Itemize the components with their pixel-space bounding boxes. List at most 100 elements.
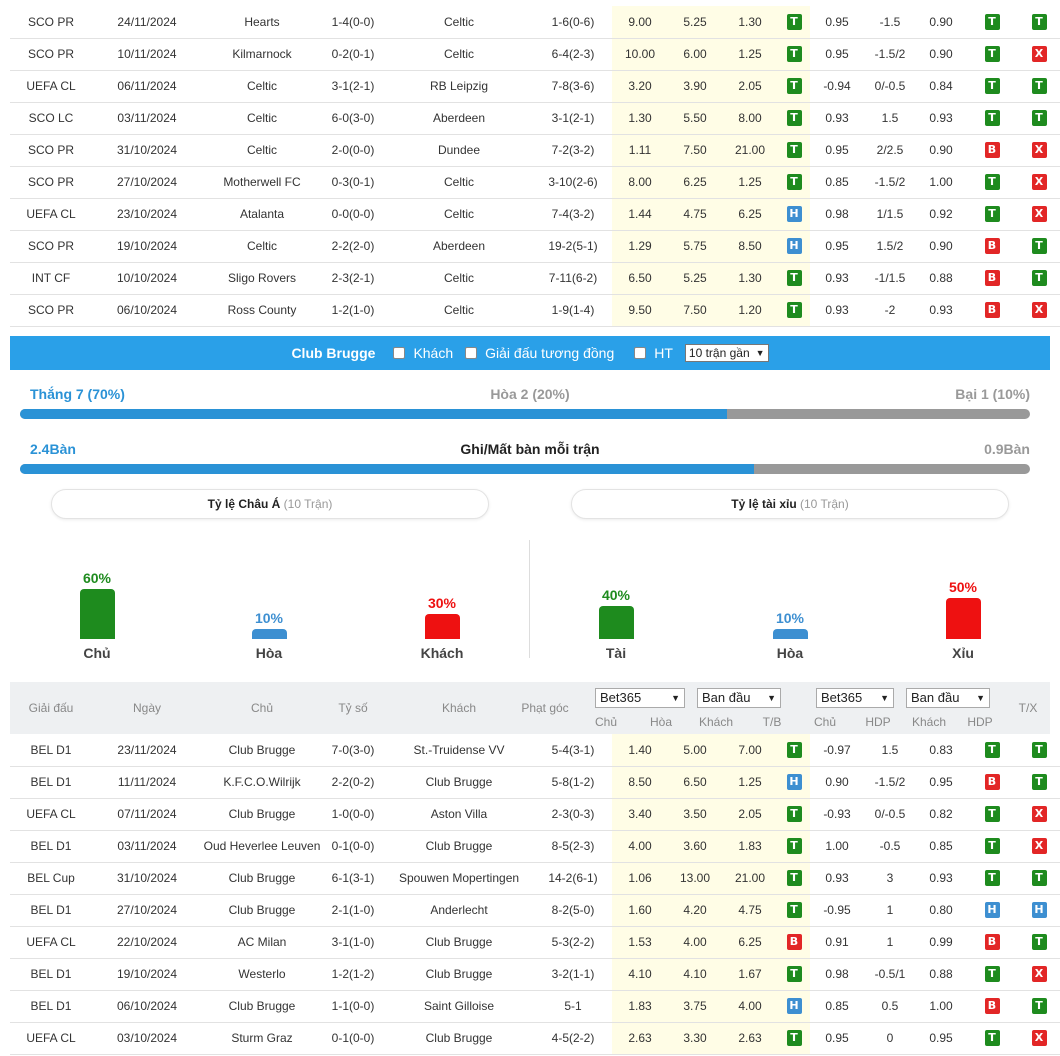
score-cell[interactable]: 6-1(3-1) [322,862,384,895]
header-corners: Phạt góc [521,701,569,715]
score-cell[interactable]: 1-4(0-0) [322,6,384,39]
score-cell[interactable]: 0-1(0-0) [322,1022,384,1055]
corners-cell: 6-4(2-3) [534,38,612,71]
league-cell[interactable]: SCO PR [10,38,92,71]
goals-ratio-bar [20,464,1030,474]
match-count-value: 10 trận gần [688,346,750,360]
home-team[interactable]: Club Brugge [202,990,322,1023]
table-row: SCO PR 10/11/2024 Kilmarnock 0-2(0-1) Celtic… [10,38,1060,71]
away-team[interactable]: Celtic [384,262,534,295]
result-badge-2: T [966,166,1018,199]
league-cell[interactable]: UEFA CL [10,798,92,831]
score-cell[interactable]: 2-3(2-1) [322,262,384,295]
league-cell[interactable]: SCO PR [10,134,92,167]
league-cell[interactable]: BEL D1 [10,766,92,799]
score-cell[interactable]: 2-0(0-0) [322,134,384,167]
result-badge: T [786,966,802,982]
score-cell[interactable]: 1-2(1-2) [322,958,384,991]
handicap-away: 0.95 [916,1022,966,1055]
away-team[interactable]: Celtic [384,38,534,71]
away-checkbox-label[interactable]: Khách [413,345,454,361]
away-checkbox[interactable] [393,347,406,359]
league-cell[interactable]: SCO PR [10,166,92,199]
handicap-away: 0.90 [916,6,966,39]
score-cell[interactable]: 0-0(0-0) [322,198,384,231]
score-cell[interactable]: 7-0(3-0) [322,734,384,767]
home-team[interactable]: Club Brugge [202,894,322,927]
home-team[interactable]: Celtic [202,102,322,135]
score-cell[interactable]: 1-1(0-0) [322,990,384,1023]
home-team[interactable]: Club Brugge [202,734,322,767]
league-cell[interactable]: INT CF [10,262,92,295]
league-cell[interactable]: UEFA CL [10,70,92,103]
away-team[interactable]: Club Brugge [384,958,534,991]
away-team[interactable]: Celtic [384,294,534,327]
corners-cell: 14-2(6-1) [534,862,612,895]
match-count-select[interactable]: 10 trận gần ▼ [684,344,769,362]
corners-cell: 1-9(1-4) [534,294,612,327]
league-cell[interactable]: UEFA CL [10,926,92,959]
home-team[interactable]: Club Brugge [202,798,322,831]
league-cell[interactable]: BEL D1 [10,958,92,991]
away-team[interactable]: Celtic [384,6,534,39]
result-badge: B [984,934,1000,950]
away-team[interactable]: Club Brugge [384,1022,534,1055]
league-cell[interactable]: BEL D1 [10,734,92,767]
score-cell[interactable]: 0-3(0-1) [322,166,384,199]
away-team: Anderlecht [384,894,534,927]
away-team[interactable]: Club Brugge [384,926,534,959]
score-cell[interactable]: 3-1(1-0) [322,926,384,959]
league-cell[interactable]: BEL Cup [10,862,92,895]
league-cell[interactable]: BEL D1 [10,830,92,863]
overunder-bar-0 [599,605,634,639]
away-team[interactable]: Celtic [384,198,534,231]
score-cell[interactable]: 0-1(0-0) [322,830,384,863]
result-badge-1: T [778,70,810,103]
result-badge-2: T [966,734,1018,767]
score-cell[interactable]: 2-2(0-2) [322,766,384,799]
away-team[interactable]: Club Brugge [384,830,534,863]
corners-cell: 7-8(3-6) [534,70,612,103]
handicap-type-select[interactable]: Ban đầu ▼ [906,688,990,708]
away-team[interactable]: Celtic [384,166,534,199]
score-cell[interactable]: 3-1(2-1) [322,70,384,103]
home-team[interactable]: Celtic [202,70,322,103]
league-cell[interactable]: UEFA CL [10,198,92,231]
same-league-checkbox-label[interactable]: Giải đấu tương đồng [485,345,615,361]
odds-bookmaker-select[interactable]: Bet365 ▼ [595,688,685,708]
score-cell[interactable]: 2-1(1-0) [322,894,384,927]
league-cell[interactable]: UEFA CL [10,1022,92,1055]
score-cell[interactable]: 1-0(0-0) [322,798,384,831]
league-cell[interactable]: SCO PR [10,230,92,263]
result-badge-1: T [778,958,810,991]
handicap-bookmaker-select[interactable]: Bet365 ▼ [816,688,894,708]
score-cell[interactable]: 1-2(1-0) [322,294,384,327]
asian-pct-0: 60% [82,570,112,587]
home-team[interactable]: Celtic [202,230,322,263]
away-team[interactable]: Club Brugge [384,766,534,799]
league-cell[interactable]: BEL D1 [10,990,92,1023]
home-team[interactable]: Club Brugge [202,862,322,895]
league-cell[interactable]: SCO LC [10,102,92,135]
league-cell[interactable]: BEL D1 [10,894,92,927]
home-team[interactable]: Celtic [202,134,322,167]
result-badge-2: B [966,262,1018,295]
home-team: AC Milan [202,926,322,959]
same-league-checkbox[interactable] [465,347,478,359]
result-badge: B [786,934,802,950]
result-badge: T [786,1030,802,1046]
odds-draw: 3.90 [668,70,722,103]
score-cell[interactable]: 6-0(3-0) [322,102,384,135]
score-cell[interactable]: 2-2(2-0) [322,230,384,263]
ht-checkbox[interactable] [634,347,647,359]
handicap-home: 0.93 [810,294,864,327]
corners-cell: 5-4(3-1) [534,734,612,767]
odds-home: 4.00 [612,830,668,863]
ht-checkbox-label[interactable]: HT [654,345,673,361]
score-cell[interactable]: 0-2(0-1) [322,38,384,71]
odds-type-select[interactable]: Ban đầu ▼ [697,688,781,708]
odds-away: 1.25 [722,166,778,199]
table-row: SCO PR 06/10/2024 Ross County 1-2(1-0) Celti… [10,294,1060,327]
league-cell[interactable]: SCO PR [10,294,92,327]
league-cell[interactable]: SCO PR [10,6,92,39]
